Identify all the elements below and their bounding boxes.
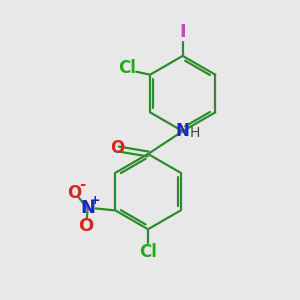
Text: N: N xyxy=(80,200,95,217)
Text: -: - xyxy=(80,177,86,192)
Text: I: I xyxy=(179,23,186,41)
Text: O: O xyxy=(78,217,93,235)
Text: O: O xyxy=(110,139,124,157)
Text: N: N xyxy=(176,122,190,140)
Text: Cl: Cl xyxy=(118,59,136,77)
Text: Cl: Cl xyxy=(139,243,157,261)
Text: H: H xyxy=(189,126,200,140)
Text: +: + xyxy=(89,194,100,207)
Text: O: O xyxy=(67,184,81,202)
